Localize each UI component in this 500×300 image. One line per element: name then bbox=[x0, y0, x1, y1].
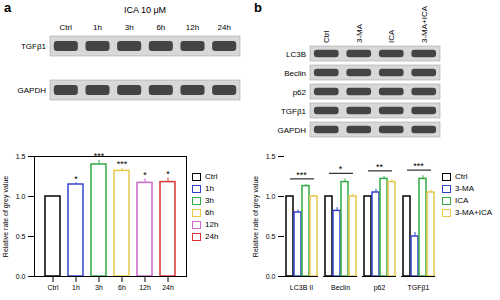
svg-text:p62: p62 bbox=[374, 284, 386, 292]
svg-text:0.0: 0.0 bbox=[16, 273, 26, 280]
svg-text:LC3B II: LC3B II bbox=[290, 284, 313, 291]
html-text:3-MA+ICA: 3-MA+ICA bbox=[455, 208, 493, 217]
svg-text:3h: 3h bbox=[125, 23, 134, 32]
html-text:1h: 1h bbox=[205, 184, 214, 193]
svg-text:*: * bbox=[339, 164, 343, 174]
svg-text:1h: 1h bbox=[93, 23, 102, 32]
svg-text:*: * bbox=[143, 170, 147, 180]
html-text:6h: 6h bbox=[205, 208, 214, 217]
svg-text:0.5: 0.5 bbox=[266, 233, 276, 240]
svg-text:1.0: 1.0 bbox=[16, 193, 26, 200]
svg-text:ICA: ICA bbox=[387, 29, 396, 43]
html-text:3-MA: 3-MA bbox=[455, 184, 475, 193]
svg-text:6h: 6h bbox=[118, 284, 126, 291]
svg-text:***: *** bbox=[117, 159, 128, 169]
svg-text:Beclin: Beclin bbox=[331, 284, 350, 291]
svg-text:ICA 10 μM: ICA 10 μM bbox=[124, 5, 166, 15]
svg-text:3-MA+ICA: 3-MA+ICA bbox=[420, 5, 429, 43]
svg-text:Ctrl: Ctrl bbox=[322, 30, 331, 43]
svg-text:***: *** bbox=[413, 161, 424, 171]
svg-text:1.5: 1.5 bbox=[16, 153, 26, 160]
svg-text:24h: 24h bbox=[162, 284, 174, 291]
svg-text:b: b bbox=[254, 0, 262, 15]
svg-text:TGFβ1: TGFβ1 bbox=[281, 107, 307, 116]
svg-text:3h: 3h bbox=[95, 284, 103, 291]
svg-text:24h: 24h bbox=[217, 23, 230, 32]
html-text:12h: 12h bbox=[205, 220, 219, 229]
svg-text:Relative rate of grey value: Relative rate of grey value bbox=[252, 176, 260, 257]
svg-text:Ctrl: Ctrl bbox=[60, 23, 73, 32]
html-text:24h: 24h bbox=[205, 232, 219, 241]
svg-text:Beclin: Beclin bbox=[284, 69, 306, 78]
svg-text:0.0: 0.0 bbox=[266, 273, 276, 280]
svg-text:1.0: 1.0 bbox=[266, 193, 276, 200]
html-text:Ctrl: Ctrl bbox=[205, 172, 218, 181]
svg-text:1.5: 1.5 bbox=[266, 153, 276, 160]
html-text:3h: 3h bbox=[205, 196, 214, 205]
svg-text:**: ** bbox=[376, 162, 384, 172]
svg-text:TGFβ1: TGFβ1 bbox=[408, 284, 430, 292]
svg-text:a: a bbox=[4, 0, 12, 15]
svg-text:Ctrl: Ctrl bbox=[48, 284, 59, 291]
svg-text:GAPDH: GAPDH bbox=[278, 126, 307, 135]
svg-text:12h: 12h bbox=[186, 23, 199, 32]
svg-text:p62: p62 bbox=[293, 88, 307, 97]
svg-text:0.5: 0.5 bbox=[16, 233, 26, 240]
svg-text:3-MA: 3-MA bbox=[355, 23, 364, 43]
svg-text:Relative rate of grey value: Relative rate of grey value bbox=[2, 176, 10, 257]
svg-text:1h: 1h bbox=[72, 284, 80, 291]
svg-text:TGFβ1: TGFβ1 bbox=[21, 42, 47, 51]
svg-text:6h: 6h bbox=[156, 23, 165, 32]
html-text:ICA: ICA bbox=[455, 196, 469, 205]
html-text:Ctrl: Ctrl bbox=[455, 172, 468, 181]
svg-text:12h: 12h bbox=[139, 284, 151, 291]
svg-text:*: * bbox=[74, 174, 78, 184]
svg-text:GAPDH: GAPDH bbox=[18, 86, 47, 95]
svg-text:*: * bbox=[166, 169, 170, 179]
svg-text:***: *** bbox=[296, 170, 307, 180]
svg-text:LC3B: LC3B bbox=[286, 50, 306, 59]
